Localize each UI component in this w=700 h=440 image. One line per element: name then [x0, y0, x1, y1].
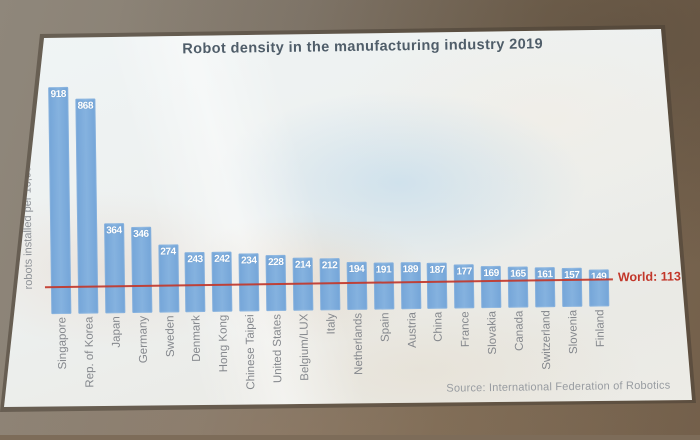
bar-value-label: 165 [510, 268, 526, 280]
world-average-label: World: 113 [617, 269, 681, 285]
bar-value-label: 364 [106, 225, 122, 237]
bar: 149 [588, 269, 610, 307]
bar-value-label: 214 [294, 259, 311, 271]
source-caption: Source: International Federation of Robo… [446, 379, 671, 395]
bar: 177 [454, 264, 475, 309]
bar-value-label: 194 [348, 263, 365, 276]
bar: 157 [561, 267, 583, 308]
bar: 346 [130, 226, 153, 314]
bar: 243 [184, 252, 206, 313]
bar: 165 [507, 266, 529, 308]
bar-value-label: 149 [590, 271, 607, 283]
bar: 189 [400, 262, 421, 310]
bar-value-label: 187 [429, 264, 446, 276]
chart-title: Robot density in the manufacturing indus… [182, 36, 544, 58]
bar-value-label: 346 [133, 228, 149, 241]
bar: 161 [534, 267, 556, 308]
bar-value-label: 189 [402, 264, 419, 276]
bar-value-label: 212 [321, 260, 338, 272]
bar-value-label: 868 [77, 100, 94, 112]
bar: 187 [427, 262, 448, 309]
bar-value-label: 234 [241, 255, 257, 267]
bar-value-label: 169 [483, 267, 499, 280]
bar-value-label: 274 [160, 246, 176, 258]
bar-value-label: 242 [214, 253, 230, 265]
bar: 274 [157, 244, 179, 313]
bar: 242 [211, 251, 233, 312]
bar: 169 [480, 265, 502, 309]
bar-value-label: 191 [375, 264, 392, 276]
bar: 194 [346, 261, 368, 311]
bar-value-label: 177 [456, 266, 472, 278]
bar: 918 [48, 86, 72, 315]
bar-value-label: 918 [50, 88, 67, 101]
bar: 868 [75, 98, 99, 314]
bar: 364 [103, 223, 126, 314]
bar-value-label: 243 [187, 254, 203, 266]
bar-value-label: 228 [267, 256, 284, 269]
bar: 191 [373, 262, 395, 310]
